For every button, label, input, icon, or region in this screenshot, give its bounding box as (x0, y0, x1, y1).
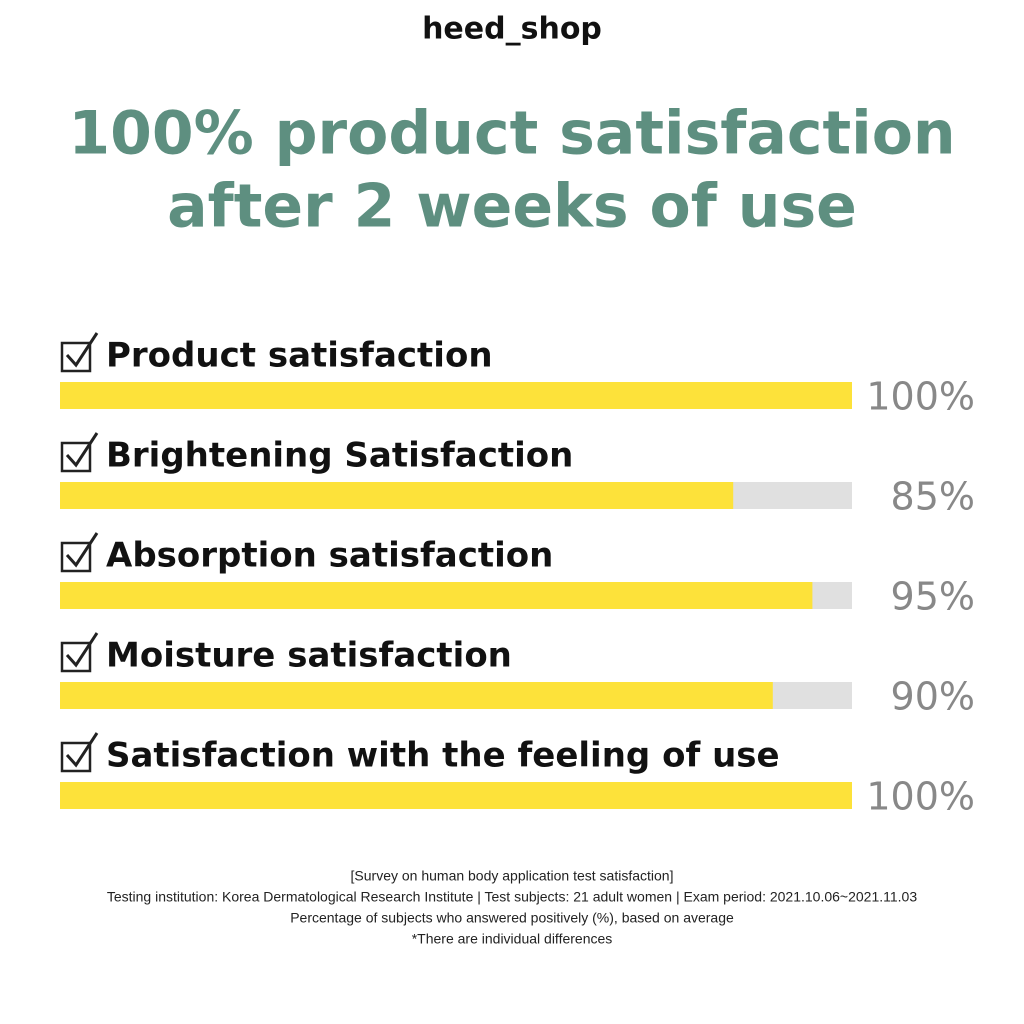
footnote: [Survey on human body application test s… (351, 868, 674, 884)
checkmark (65, 532, 99, 568)
category-label: Product satisfaction (106, 336, 493, 376)
footnote: Percentage of subjects who answered posi… (290, 910, 734, 926)
value-label: 95% (891, 575, 975, 619)
bar (60, 782, 852, 809)
footnote: Testing institution: Korea Dermatologica… (107, 889, 917, 905)
category-label: Brightening Satisfaction (106, 436, 573, 476)
title-line: after 2 weeks of use (167, 172, 857, 242)
bar (60, 582, 813, 609)
category-label: Satisfaction with the feeling of use (106, 736, 780, 776)
value-label: 85% (891, 475, 975, 519)
category-label: Absorption satisfaction (106, 536, 553, 576)
checkbox (60, 641, 92, 673)
checkbox (60, 541, 92, 573)
title-line: 100% product satisfaction (68, 99, 955, 169)
checkbox (60, 441, 92, 473)
checkmark (65, 732, 99, 768)
checkmark (65, 632, 99, 668)
value-label: 100% (866, 375, 975, 419)
footnote: *There are individual differences (412, 931, 613, 947)
bar (60, 382, 852, 409)
checkmark (65, 332, 99, 368)
value-label: 100% (866, 775, 975, 819)
bar (60, 482, 734, 509)
checkmark (65, 432, 99, 468)
category-label: Moisture satisfaction (106, 636, 512, 676)
bar (60, 682, 773, 709)
value-label: 90% (891, 675, 975, 719)
checkbox (60, 341, 92, 373)
checkbox (60, 741, 92, 773)
brand: heed_shop (422, 12, 602, 47)
